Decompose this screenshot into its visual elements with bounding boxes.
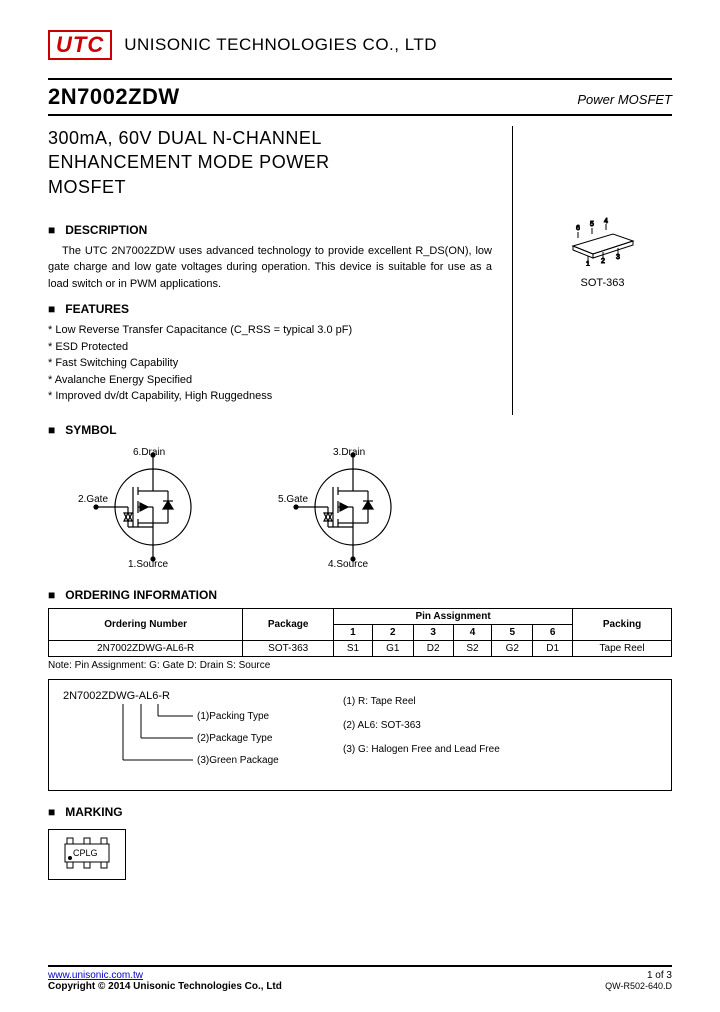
feature-item: * Avalanche Energy Specified: [48, 372, 492, 389]
decode-right-item: (1) R: Tape Reel: [343, 690, 500, 714]
title-line-2: ENHANCEMENT MODE POWER: [48, 150, 492, 174]
ordering-note: Note: Pin Assignment: G: Gate D: Drain S…: [48, 660, 672, 671]
footer-url[interactable]: www.unisonic.com.tw: [48, 970, 143, 981]
title-line-3: MOSFET: [48, 175, 492, 199]
feature-item: * Low Reverse Transfer Capacitance (C_RS…: [48, 322, 492, 339]
svg-text:6: 6: [576, 225, 580, 232]
td-packing: Tape Reel: [573, 640, 672, 656]
decode-example: 2N7002ZDWG-AL6-R: [63, 690, 303, 702]
pin-label: 5.Gate: [278, 494, 308, 505]
th-ordnum: Ordering Number: [49, 608, 243, 640]
part-row: 2N7002ZDW Power MOSFET: [48, 78, 672, 116]
feature-item: * Improved dv/dt Capability, High Rugged…: [48, 388, 492, 405]
mosfet-symbol-right: 3.Drain 5.Gate 4.Source: [278, 447, 418, 572]
package-column: 6 5 4 1 2 3 SOT-363: [512, 126, 672, 415]
td-pin: D2: [413, 640, 453, 656]
decode-label: (1)Packing Type: [197, 711, 270, 722]
decode-label: (3)Green Package: [197, 755, 279, 766]
td-pin: D1: [533, 640, 573, 656]
section-symbol: SYMBOL: [48, 423, 672, 437]
svg-text:1: 1: [586, 261, 590, 266]
svg-text:5: 5: [590, 221, 594, 228]
td-pin: S2: [453, 640, 492, 656]
th-package: Package: [243, 608, 334, 640]
package-label: SOT-363: [533, 277, 672, 289]
feature-item: * ESD Protected: [48, 339, 492, 356]
doc-code: QW-R502-640.D: [605, 981, 672, 991]
decode-right: (1) R: Tape Reel (2) AL6: SOT-363 (3) G:…: [343, 690, 500, 780]
symbol-area: 6.Drain 2.Gate 1.Source 3.: [78, 447, 672, 572]
features-list: * Low Reverse Transfer Capacitance (C_RS…: [48, 322, 492, 405]
pin-label: 2.Gate: [78, 494, 108, 505]
th-pin: 5: [492, 624, 533, 640]
section-features: FEATURES: [48, 302, 492, 316]
marking-text: CPLG: [73, 848, 98, 858]
package-icon: 6 5 4 1 2 3: [558, 216, 648, 266]
th-pin: 4: [453, 624, 492, 640]
th-packing: Packing: [573, 608, 672, 640]
feature-item: * Fast Switching Capability: [48, 355, 492, 372]
td-ordnum: 2N7002ZDWG-AL6-R: [49, 640, 243, 656]
decode-label: (2)Package Type: [197, 733, 273, 744]
th-pin: 2: [372, 624, 413, 640]
mosfet-symbol-left: 6.Drain 2.Gate 1.Source: [78, 447, 218, 572]
th-pin: 6: [533, 624, 573, 640]
decode-box: 2N7002ZDWG-AL6-R (1)Packing Type (2)Pack…: [48, 679, 672, 791]
company-name: UNISONIC TECHNOLOGIES CO., LTD: [124, 35, 437, 55]
svg-text:4: 4: [604, 218, 608, 225]
section-description: DESCRIPTION: [48, 223, 492, 237]
decode-right-item: (3) G: Halogen Free and Lead Free: [343, 738, 500, 762]
ordering-table: Ordering Number Package Pin Assignment P…: [48, 608, 672, 657]
th-pin: 1: [334, 624, 373, 640]
th-pinassign: Pin Assignment: [334, 608, 573, 624]
marking-box: CPLG: [48, 829, 126, 880]
pin-label: 4.Source: [328, 559, 368, 567]
footer-copyright: Copyright © 2014 Unisonic Technologies C…: [48, 981, 282, 992]
section-marking: MARKING: [48, 805, 672, 819]
td-pin: G2: [492, 640, 533, 656]
th-pin: 3: [413, 624, 453, 640]
td-pin: G1: [372, 640, 413, 656]
td-package: SOT-363: [243, 640, 334, 656]
title-line-1: 300mA, 60V DUAL N-CHANNEL: [48, 126, 492, 150]
decode-right-item: (2) AL6: SOT-363: [343, 714, 500, 738]
footer: www.unisonic.com.tw Copyright © 2014 Uni…: [48, 965, 672, 992]
svg-text:2: 2: [601, 258, 605, 265]
pin-label: 6.Drain: [133, 447, 165, 458]
logo: UTC: [48, 30, 112, 60]
description-text: The UTC 2N7002ZDW uses advanced technolo…: [48, 243, 492, 293]
header: UTC UNISONIC TECHNOLOGIES CO., LTD: [48, 30, 672, 60]
page-number: 1 of 3: [647, 970, 672, 981]
svg-text:3: 3: [616, 254, 620, 261]
td-pin: S1: [334, 640, 373, 656]
part-number: 2N7002ZDW: [48, 84, 180, 110]
pin-label: 3.Drain: [333, 447, 365, 458]
category-label: Power MOSFET: [577, 92, 672, 107]
section-ordering: ORDERING INFORMATION: [48, 588, 672, 602]
pin-label: 1.Source: [128, 559, 168, 567]
title-block: 300mA, 60V DUAL N-CHANNEL ENHANCEMENT MO…: [48, 126, 492, 199]
